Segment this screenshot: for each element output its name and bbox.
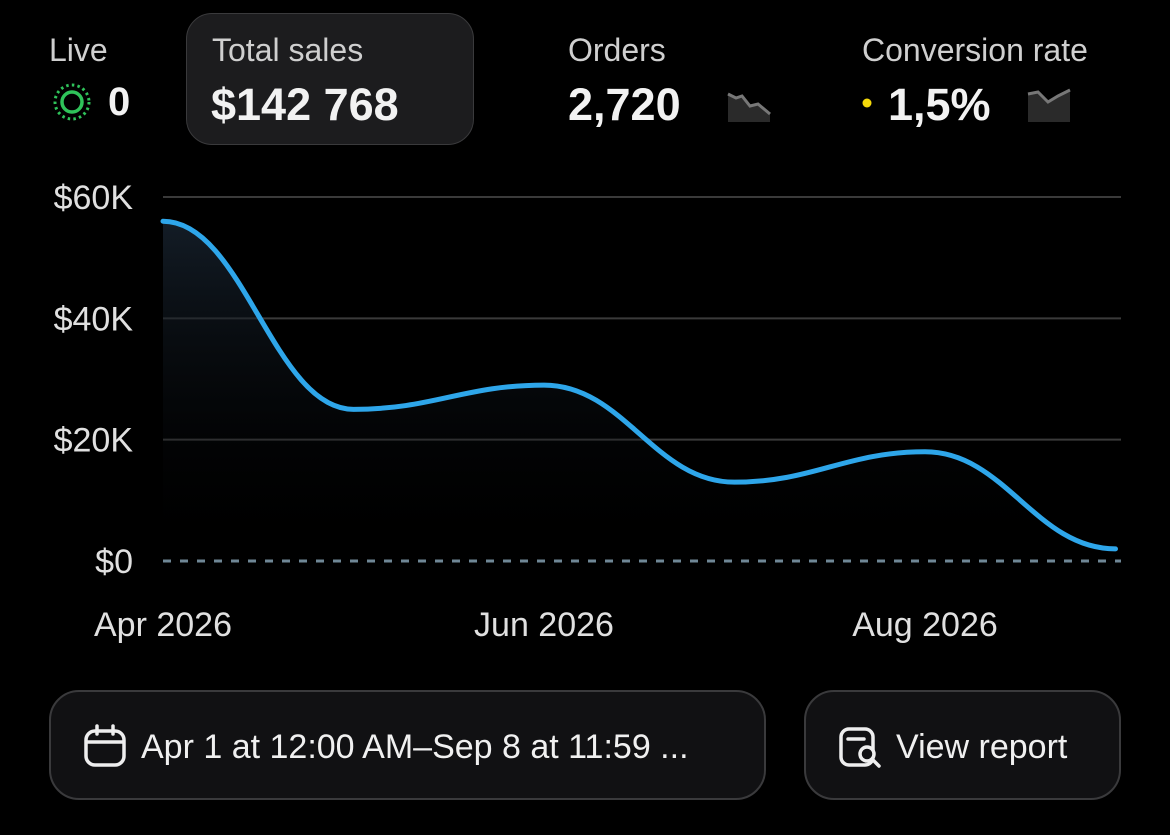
report-icon [839,727,881,768]
sparkline-icon [727,92,771,122]
metric-label: Total sales [212,32,364,68]
y-tick-label: $40K [54,300,134,338]
metric-label: Live [49,32,108,68]
metric-value: 2,720 [568,79,681,130]
metric-label: Orders [568,32,666,68]
calendar-icon [84,724,126,767]
x-tick-label: Jun 2026 [474,606,614,644]
metric-value: 1,5% [888,79,991,130]
y-tick-label: $20K [54,422,134,460]
metric-value: $142 768 [211,79,399,130]
y-tick-label: $60K [54,179,134,217]
sparkline-icon [1027,88,1071,122]
x-tick-label: Apr 2026 [94,606,232,644]
button-label: Apr 1 at 12:00 AM–Sep 8 at 11:59 ... [141,728,689,766]
view-report-button[interactable]: View report [804,690,1121,800]
metric-label: Conversion rate [862,32,1088,68]
button-label: View report [896,728,1068,766]
live-icon [53,83,91,121]
date-range-button[interactable]: Apr 1 at 12:00 AM–Sep 8 at 11:59 ... [49,690,766,800]
conversion-clip: Conversion rate 1,5% [0,0,1132,140]
area [163,221,1116,561]
y-tick-label: $0 [95,543,133,581]
x-tick-label: Aug 2026 [852,606,998,644]
chart: $0 $20K $40K $60K Apr 2026 Jun 2026 Aug 2026 [54,179,1121,644]
status-dot [862,98,872,108]
total-sales-card[interactable] [186,13,474,145]
line [160,218,1118,552]
metric-value: 0 [108,80,131,124]
